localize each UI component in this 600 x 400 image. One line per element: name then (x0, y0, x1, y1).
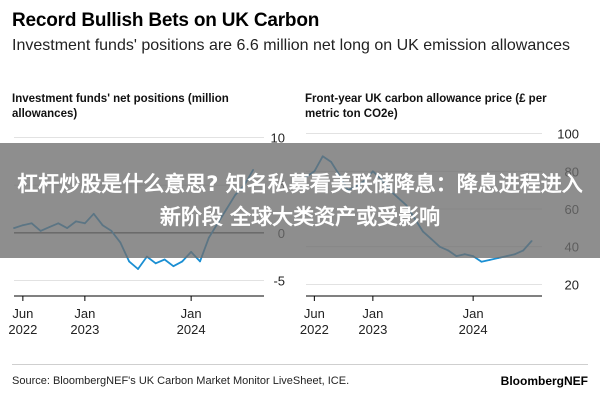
page-title: Record Bullish Bets on UK Carbon (12, 10, 320, 31)
data-point (488, 258, 491, 261)
x-tick-label-month: Jan (362, 306, 383, 321)
x-tick-label-year: 2023 (358, 322, 387, 337)
x-tick-label-month: Jan (74, 306, 95, 321)
y-tick-label: -5 (273, 273, 285, 288)
overlay-banner[interactable]: 杠杆炒股是什么意思? 知名私募看美联储降息：降息进程进入新阶段 全球大类资产或受… (0, 143, 600, 258)
data-point (128, 260, 131, 263)
footer-divider (12, 364, 588, 365)
data-point (163, 258, 166, 261)
right-chart-title: Front-year UK carbon allowance price (£ … (305, 93, 547, 120)
left-chart-title: Investment funds' net positions (million… (12, 93, 229, 120)
data-point (181, 260, 184, 263)
x-tick-label-month: Jun (304, 306, 325, 321)
y-tick-label: 100 (557, 127, 579, 142)
brand-logo: BloombergNEF (500, 374, 588, 388)
x-tick-label-year: 2022 (8, 322, 37, 337)
x-tick-label-year: 2022 (300, 322, 329, 337)
y-tick-label: 10 (271, 131, 285, 146)
data-point (154, 262, 157, 265)
page-subtitle: Investment funds' positions are 6.6 mill… (12, 37, 571, 54)
x-tick-label-year: 2023 (70, 322, 99, 337)
x-tick-label-month: Jan (463, 306, 484, 321)
x-tick-label-month: Jun (12, 306, 33, 321)
y-tick-label: 20 (565, 277, 579, 292)
x-tick-label-year: 2024 (177, 322, 206, 337)
data-point (199, 260, 201, 263)
data-point (137, 268, 139, 270)
x-tick-label-month: Jan (181, 306, 202, 321)
data-point (480, 260, 483, 263)
banner-text[interactable]: 杠杆炒股是什么意思? 知名私募看美联储降息：降息进程进入新阶段 全球大类资产或受… (17, 171, 583, 229)
data-point (172, 265, 175, 268)
x-tick-label-year: 2024 (459, 322, 488, 337)
source-note: Source: BloombergNEF's UK Carbon Market … (12, 375, 350, 387)
